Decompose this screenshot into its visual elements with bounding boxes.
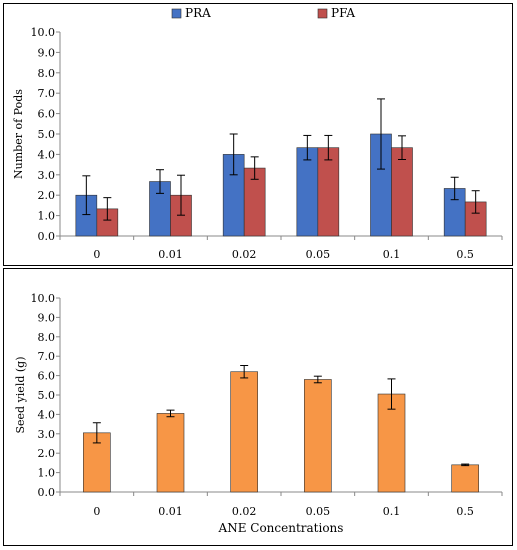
x-tick-label: 0.02 <box>232 505 257 518</box>
y-tick-label: 0.0 <box>38 486 56 499</box>
x-tick-label: 0.05 <box>306 505 331 518</box>
bar-pra <box>296 147 319 237</box>
x-tick-label: 0.5 <box>456 505 474 518</box>
bar-pfa <box>317 147 340 237</box>
x-axis-label: ANE Concentrations <box>218 521 344 535</box>
legend-swatch-pfa <box>317 8 328 19</box>
y-tick-label: 5.0 <box>38 128 56 141</box>
bar-seed-yield <box>377 393 406 493</box>
y-tick-label: 4.0 <box>38 148 56 161</box>
bottom-panel-frame <box>3 268 513 546</box>
bar-pfa <box>391 147 413 237</box>
x-tick-label: 0 <box>93 248 100 261</box>
y-tick-label: 9.0 <box>38 46 56 59</box>
y-tick-label: 9.0 <box>38 311 56 324</box>
y-tick-label: 1.0 <box>38 467 56 480</box>
x-tick-label: 0.1 <box>383 505 401 518</box>
top-panel-frame <box>3 3 513 266</box>
y-tick-label: 8.0 <box>38 331 56 344</box>
x-tick-label: 0.01 <box>158 505 183 518</box>
bar-seed-yield <box>451 464 479 493</box>
y-tick-label: 2.0 <box>38 447 56 460</box>
y-tick-label: 6.0 <box>38 108 56 121</box>
y-tick-label: 8.0 <box>38 67 56 80</box>
legend-label-pra: PRA <box>185 6 211 20</box>
y-axis-label: Number of Pods <box>12 89 25 179</box>
x-tick-label: 0 <box>93 505 100 518</box>
x-tick-label: 0.02 <box>232 248 257 261</box>
x-tick-label: 0.1 <box>383 248 401 261</box>
y-tick-label: 3.0 <box>38 169 56 182</box>
x-tick-label: 0.01 <box>158 248 183 261</box>
y-tick-label: 10.0 <box>31 292 56 305</box>
y-tick-label: 2.0 <box>38 189 56 202</box>
legend-label-pfa: PFA <box>331 6 355 20</box>
y-tick-label: 6.0 <box>38 370 56 383</box>
y-tick-label: 5.0 <box>38 389 56 402</box>
y-tick-label: 1.0 <box>38 210 56 223</box>
x-tick-label: 0.5 <box>456 248 474 261</box>
y-tick-label: 7.0 <box>38 87 56 100</box>
bar-seed-yield <box>304 379 332 493</box>
y-tick-label: 10.0 <box>31 26 56 39</box>
bar-seed-yield <box>230 371 258 493</box>
seed-yield-chart: 0.0 1.0 2.0 3.0 4.0 5.0 6.0 7.0 8.0 9.0 10.0 0 0.01 0… <box>14 292 503 535</box>
y-tick-label: 3.0 <box>38 428 56 441</box>
pods-chart: 0.0 1.0 2.0 3.0 4.0 5.0 6.0 7.0 8.0 9.0 10.0 0 0.01 0… <box>12 6 503 261</box>
x-tick-label: 0.05 <box>306 248 331 261</box>
y-tick-label: 0.0 <box>38 230 56 243</box>
y-tick-label: 4.0 <box>38 408 56 421</box>
legend-swatch-pra <box>171 8 182 19</box>
y-tick-label: 7.0 <box>38 350 56 363</box>
y-axis-label: Seed yield (g) <box>14 356 27 433</box>
bar-seed-yield <box>156 413 185 493</box>
